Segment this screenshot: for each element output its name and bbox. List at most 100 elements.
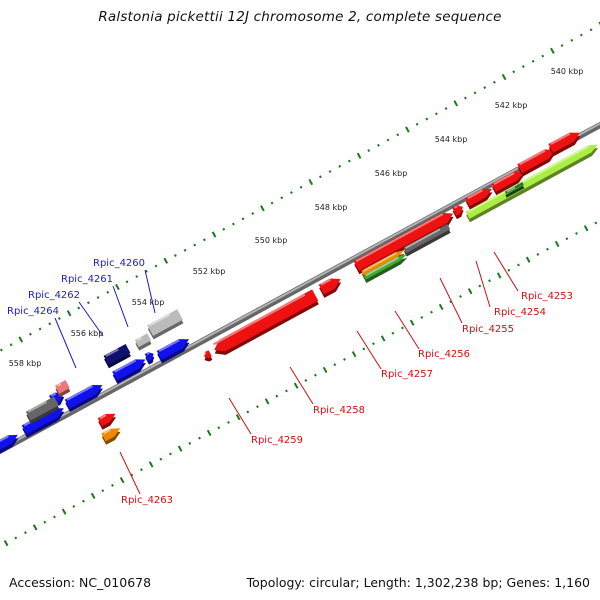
cds-rpic-4256-orange-face: [361, 250, 405, 276]
inner-minor-tick: [565, 237, 569, 241]
inner-major-tick: [583, 225, 589, 232]
cds-darkgreen-inset-side: [505, 185, 525, 198]
scale-label: 544 kbp: [435, 135, 468, 144]
outer-minor-tick: [338, 164, 342, 168]
outer-major-tick: [501, 73, 507, 81]
inner-major-tick: [351, 351, 357, 358]
inner-minor-tick: [391, 331, 395, 335]
cds-rpic-4256-green-face: [363, 254, 407, 280]
cds-rpic-4256-orange-gloss: [363, 252, 397, 272]
outer-minor-tick: [202, 238, 206, 242]
leader-line-rpic_4260: [144, 269, 156, 314]
outer-major-tick: [163, 257, 169, 264]
cds-lime-band-face: [465, 144, 598, 219]
outer-minor-tick: [144, 269, 148, 273]
cds-lime-band: [465, 144, 599, 223]
outer-minor-tick: [522, 65, 525, 69]
outer-minor-tick: [580, 33, 583, 37]
inner-minor-tick: [546, 247, 549, 251]
cds-small-blue: [144, 352, 155, 365]
scale-label: 558 kbp: [9, 359, 42, 368]
cds-rpic-4264-face: [55, 380, 70, 394]
cds-small-blue-face: [144, 352, 154, 362]
outer-minor-tick: [560, 44, 564, 48]
outer-minor-tick: [86, 301, 90, 305]
cds-rpic-4255-gloss: [405, 228, 441, 249]
cds-rpic-4254-gloss: [467, 189, 483, 200]
cds-rpic-4261-gloss: [105, 348, 119, 357]
inner-major-tick: [438, 303, 444, 311]
inner-minor-tick: [401, 326, 404, 330]
inner-major-tick: [409, 319, 415, 326]
outer-minor-tick: [183, 248, 187, 252]
inner-minor-tick: [72, 504, 76, 508]
inner-major-tick: [61, 508, 67, 515]
gene-label-rpic_4263: Rpic_4263: [121, 495, 173, 506]
inner-minor-tick: [459, 295, 462, 298]
cds-rpic-4259-face: [204, 350, 212, 358]
inner-minor-tick: [488, 279, 491, 283]
cds-darkgreen-inset: [504, 182, 525, 198]
inner-major-tick: [90, 492, 96, 500]
outer-minor-tick: [425, 117, 429, 121]
outer-major-tick: [356, 152, 362, 159]
outer-minor-tick: [193, 243, 197, 247]
inner-minor-tick: [101, 489, 105, 493]
map-title: Ralstonia pickettii 12J chromosome 2, co…: [98, 9, 502, 25]
outer-minor-tick: [173, 254, 177, 257]
cds-rpic-4264: [55, 380, 71, 398]
outer-minor-tick: [106, 290, 110, 294]
outer-tick-ring: [0, 21, 600, 352]
outer-minor-tick: [9, 343, 13, 347]
cds-rpic-4263-red-gloss: [99, 414, 107, 420]
leader-line-rpic_4257: [356, 330, 382, 370]
scale-label: 540 kbp: [551, 67, 584, 76]
inner-major-tick: [467, 288, 473, 295]
outer-minor-tick: [38, 327, 42, 331]
scale-label: 546 kbp: [375, 169, 408, 178]
inner-minor-tick: [449, 300, 453, 304]
outer-minor-tick: [483, 86, 487, 90]
cds-rpic-4251: [548, 132, 581, 157]
inner-major-tick: [177, 445, 183, 452]
outer-minor-tick: [154, 264, 158, 268]
cds-rpic-4251-face: [548, 132, 580, 153]
cds-rpic-4262-blue-gloss: [66, 385, 94, 401]
outer-minor-tick: [222, 227, 226, 231]
inner-major-tick: [206, 429, 212, 437]
cds-rpic-4263-gloss: [103, 428, 112, 435]
cds-rpic-4264-blue-face: [21, 408, 64, 435]
cds-rpic-4262: [25, 396, 60, 425]
outer-minor-tick: [396, 133, 400, 137]
gene-label-rpic_4257: Rpic_4257: [381, 369, 433, 380]
outer-minor-tick: [299, 185, 303, 189]
gene-labels: Rpic_4253 Rpic_4254 Rpic_4255 Rpic_4256 Rpic…: [7, 251, 573, 506]
outer-major-tick: [115, 283, 120, 291]
outer-minor-tick: [377, 143, 380, 147]
cds-rpic-4253-gloss: [493, 172, 515, 185]
cds-rpic-4260-gray: [134, 333, 152, 351]
cds-rpic-4260-blue-face: [156, 339, 189, 360]
inner-minor-tick: [285, 389, 288, 393]
cds-rpic-4260-blue-gloss: [158, 339, 180, 352]
inner-minor-tick: [517, 263, 520, 267]
gene-label-rpic_4253: Rpic_4253: [521, 291, 573, 302]
cds-rpic-4262-face: [25, 396, 59, 421]
outer-minor-tick: [464, 96, 467, 100]
outer-major-tick: [18, 336, 24, 343]
inner-tick-ring: [3, 221, 598, 547]
outer-minor-tick: [367, 149, 371, 152]
outer-minor-tick: [135, 275, 139, 278]
cds-rpic-4263-red: [97, 413, 117, 430]
inner-minor-tick: [275, 394, 279, 398]
accession-text: Accession: NC_010678: [9, 575, 152, 590]
inner-major-tick: [235, 414, 241, 421]
cds-lightgray-face: [147, 309, 183, 336]
outer-major-tick: [550, 47, 555, 54]
outer-major-tick: [405, 126, 410, 133]
inner-minor-tick: [304, 378, 308, 382]
inner-minor-tick: [362, 347, 366, 351]
scale-label: 542 kbp: [495, 101, 528, 110]
outer-major-tick: [453, 100, 459, 107]
